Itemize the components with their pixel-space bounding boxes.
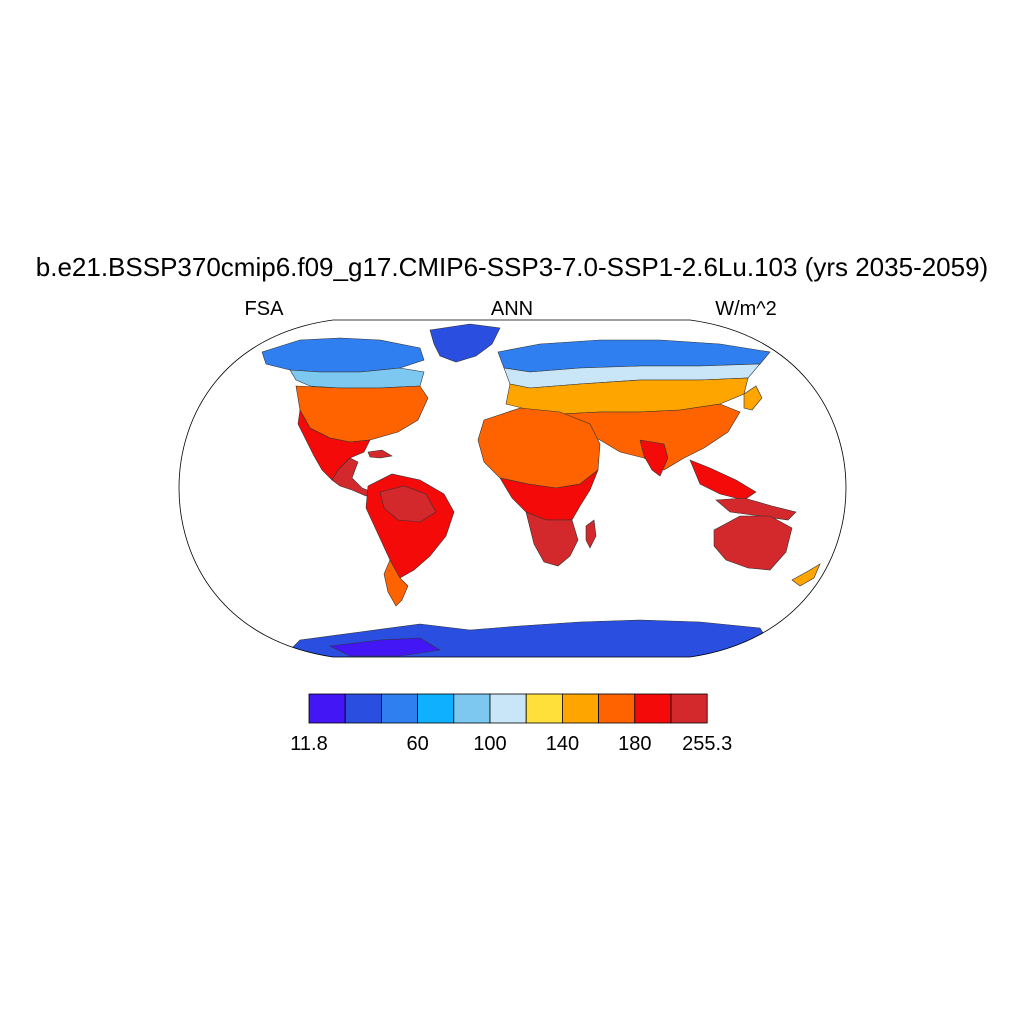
japan <box>743 385 763 411</box>
map-border <box>178 319 847 658</box>
antarctica-interior <box>328 637 441 657</box>
central-america <box>331 457 373 497</box>
colorbar-swatch <box>380 693 418 724</box>
colorbar-swatch <box>417 693 455 724</box>
season-label: ANN <box>491 298 533 320</box>
figure-title: b.e21.BSSP370cmip6.f09_g17.CMIP6-SSP3-7.… <box>36 252 988 282</box>
colorbar-swatch <box>562 693 600 724</box>
amazon-region <box>379 485 437 523</box>
colorbar-swatch <box>598 693 636 724</box>
southeast-asia <box>689 459 757 501</box>
asia-south <box>559 403 741 471</box>
greenland <box>429 323 501 363</box>
colorbar-swatch <box>670 693 708 724</box>
colorbar-tick-label: 11.8 <box>290 733 327 755</box>
maritime-continent <box>715 497 797 521</box>
india <box>639 439 669 477</box>
colorbar-swatch <box>453 693 491 724</box>
colorbar-swatch <box>634 693 672 724</box>
colorbar-tick-label: 100 <box>473 733 506 755</box>
colorbar-swatch <box>489 693 527 724</box>
north-america-arctic <box>261 337 425 373</box>
variable-label: FSA <box>245 298 285 320</box>
colorbar: 11.8 60 100 140 180 255.3 <box>290 693 732 755</box>
colorbar-tick-label: 255.3 <box>682 733 732 755</box>
madagascar <box>585 519 597 549</box>
africa-south <box>525 511 579 567</box>
australia <box>713 515 793 571</box>
colorbar-swatch <box>344 693 382 724</box>
africa-central <box>499 469 599 521</box>
new-zealand <box>791 563 821 587</box>
colorbar-swatch <box>525 693 563 724</box>
south-america-south <box>383 559 409 607</box>
colorbar-swatch <box>308 693 346 724</box>
map-area <box>178 319 847 658</box>
colorbar-tick-label: 140 <box>546 733 579 755</box>
colorbar-tick-label: 180 <box>618 733 651 755</box>
units-label: W/m^2 <box>715 298 777 320</box>
caribbean-islands <box>367 449 393 459</box>
colorbar-tick-label: 60 <box>406 733 428 755</box>
